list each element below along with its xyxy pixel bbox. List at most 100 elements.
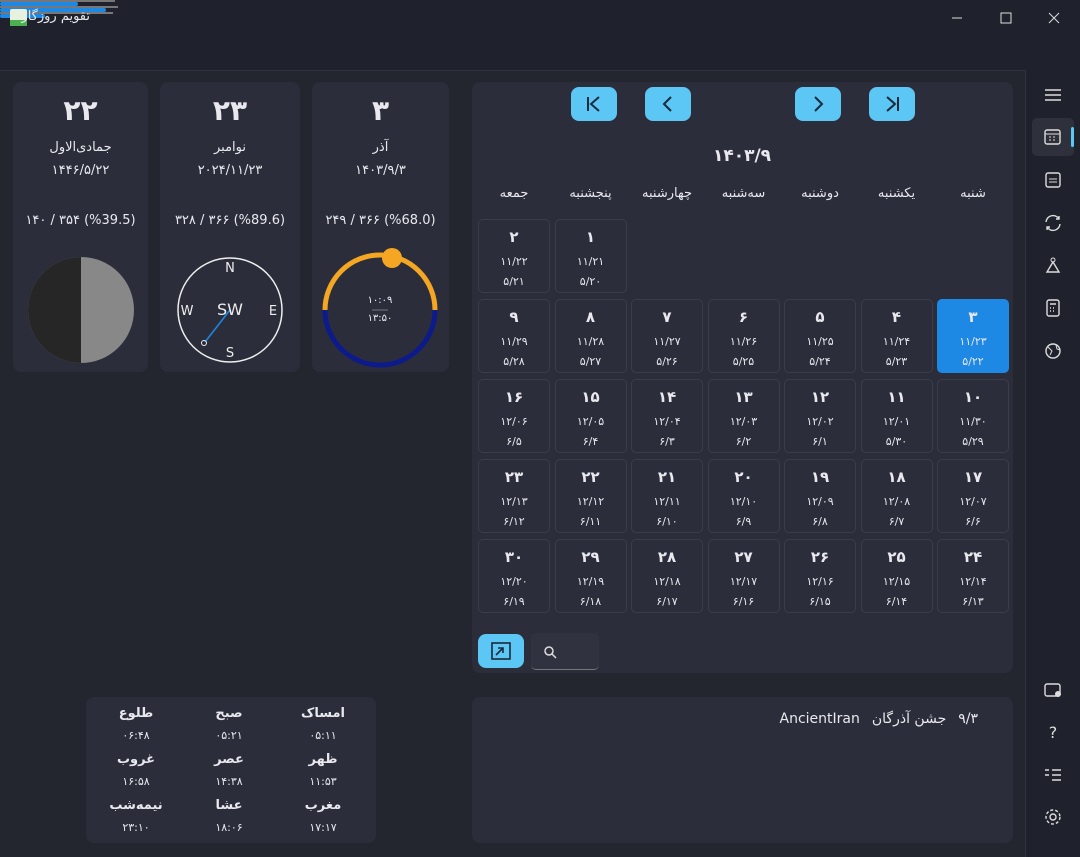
qibla-icon[interactable]: [1043, 256, 1063, 274]
day-cell[interactable]: ۲ ۱۱/۲۲ ۵/۲۱: [478, 219, 550, 293]
events-panel: [472, 697, 1013, 843]
search-box[interactable]: [531, 633, 599, 670]
compass-label: W: [181, 304, 194, 319]
weekday-label: جمعه: [499, 186, 529, 201]
day-number: ۲۵: [887, 548, 906, 566]
day-number: ۲۶: [810, 548, 830, 566]
first-month-button[interactable]: [571, 87, 617, 121]
gregorian-date: ۱۱/۲۶: [729, 335, 758, 348]
gregorian-date: ۱۲/۱۷: [729, 575, 758, 588]
day-cell[interactable]: ۱۷ ۱۲/۰۷ ۶/۶: [937, 459, 1009, 533]
notes-icon[interactable]: [1043, 171, 1063, 189]
day-cell[interactable]: ۲۸ ۱۲/۱۸ ۶/۱۷: [631, 539, 703, 613]
today-button[interactable]: [478, 634, 524, 668]
day-number: ۲۹: [581, 548, 600, 566]
day-cell[interactable]: ۱۳ ۱۲/۰۳ ۶/۲: [707, 379, 780, 453]
day-cell[interactable]: ۱۰ ۱۱/۳۰ ۵/۲۹: [937, 379, 1009, 453]
settings-icon[interactable]: [1043, 808, 1063, 826]
day-cell[interactable]: ۲۶ ۱۲/۱۶ ۶/۱۵: [784, 539, 856, 613]
day-cell[interactable]: ۱۲ ۱۲/۰۲ ۶/۱: [784, 379, 856, 453]
day-cell[interactable]: ۲۵ ۱۲/۱۵ ۶/۱۴: [860, 539, 933, 613]
help-icon[interactable]: ?: [1043, 723, 1063, 741]
window-controls[interactable]: [950, 10, 1070, 26]
day-number: ۲: [509, 228, 519, 246]
gregorian-date: ۱۲/۰۲: [806, 415, 834, 428]
day-number: ۱۰: [963, 388, 983, 406]
convert-icon[interactable]: [1043, 214, 1063, 232]
card-stats: ۲۴۹ / ۳۶۶ (%68.0): [325, 213, 436, 228]
day-cell[interactable]: ۲۲ ۱۲/۱۲ ۶/۱۱: [554, 459, 627, 533]
hijri-date: ۶/۷: [888, 515, 905, 528]
day-cell[interactable]: ۲۱ ۱۲/۱۱ ۶/۱۰: [631, 459, 703, 533]
hijri-date: ۶/۲: [735, 435, 752, 448]
hijri-date: ۵/۲۹: [962, 435, 984, 448]
globe-icon[interactable]: [1043, 342, 1063, 360]
hijri-date: ۶/۳: [659, 435, 675, 448]
device-icon[interactable]: [1043, 681, 1063, 699]
gregorian-date: ۱۱/۲۳: [959, 335, 987, 348]
day-number: ۳: [968, 308, 978, 326]
day-cell[interactable]: ۷ ۱۱/۲۷ ۵/۲۶: [631, 299, 703, 373]
prayer-time: ۱۷:۱۷: [309, 821, 337, 834]
day-number: ۹: [509, 308, 519, 326]
day-cell[interactable]: ۱۴ ۱۲/۰۴ ۶/۳: [631, 379, 703, 453]
card-month: نوامبر: [213, 140, 246, 155]
card-day: ۳: [371, 94, 390, 127]
prayer-time: ۱۴:۳۸: [215, 775, 243, 788]
compass-pivot: [201, 340, 207, 346]
gregorian-date: ۱۲/۰۸: [882, 495, 911, 508]
gregorian-date: ۱۲/۰۴: [653, 415, 681, 428]
day-cell[interactable]: ۲۴ ۱۲/۱۴ ۶/۱۳: [937, 539, 1009, 613]
hijri-date: ۵/۲۴: [809, 355, 831, 368]
last-month-button[interactable]: [869, 87, 915, 121]
day-cell[interactable]: ۵ ۱۱/۲۵ ۵/۲۴: [784, 299, 856, 373]
hijri-date: ۵/۲۸: [503, 355, 525, 368]
day-cell[interactable]: ۴ ۱۱/۲۴ ۵/۲۳: [860, 299, 933, 373]
app-icon: [10, 9, 27, 26]
day-cell[interactable]: ۹ ۱۱/۲۹ ۵/۲۸: [478, 299, 550, 373]
prayer-name: عصر: [214, 752, 244, 767]
day-cell[interactable]: ۲۰ ۱۲/۱۰ ۶/۹: [707, 459, 780, 533]
day-cell[interactable]: ۶ ۱۱/۲۶ ۵/۲۵: [707, 299, 780, 373]
svg-text:?: ?: [1049, 723, 1058, 741]
sun: [382, 248, 402, 268]
card-date: ۱۴۴۶/۵/۲۲: [51, 163, 110, 178]
day-cell[interactable]: ۱۱ ۱۲/۰۱ ۵/۳۰: [860, 379, 933, 453]
clock-time: ۱۳:۵۰: [368, 313, 393, 324]
day-cell[interactable]: ۲۹ ۱۲/۱۹ ۶/۱۸: [554, 539, 627, 613]
calculator-icon[interactable]: [1043, 299, 1063, 317]
hijri-date: ۵/۳۰: [885, 435, 908, 448]
calendar-icon[interactable]: [1043, 128, 1063, 146]
day-cell[interactable]: ۲۳ ۱۲/۱۳ ۶/۱۲: [478, 459, 550, 533]
prayer-name: صبح: [215, 706, 243, 721]
date-card: [312, 82, 449, 372]
gregorian-date: ۱۲/۱۲: [576, 495, 605, 508]
gregorian-date: ۱۲/۱۱: [653, 495, 681, 508]
day-cell[interactable]: ۱ ۱۱/۲۱ ۵/۲۰: [554, 219, 627, 293]
previous-month-button[interactable]: [645, 87, 691, 121]
gregorian-date: ۱۱/۳۰: [959, 415, 987, 428]
day-cell[interactable]: ۲۷ ۱۲/۱۷ ۶/۱۶: [707, 539, 780, 613]
day-cell[interactable]: ۱۸ ۱۲/۰۸ ۶/۷: [860, 459, 933, 533]
gregorian-date: ۱۱/۲۵: [806, 335, 834, 348]
day-number: ۱۵: [581, 388, 600, 406]
hijri-date: ۶/۱۲: [503, 515, 525, 528]
hijri-date: ۶/۴: [582, 435, 599, 448]
card-stats: ۳۲۸ / ۳۶۶ (%89.6): [174, 213, 286, 228]
menu-icon[interactable]: [1043, 86, 1063, 104]
day-cell[interactable]: ۳ ۱۱/۲۳ ۵/۲۲: [937, 299, 1009, 373]
list-icon[interactable]: [1043, 765, 1063, 783]
day-number: ۸: [585, 308, 596, 326]
day-cell[interactable]: ۳۰ ۱۲/۲۰ ۶/۱۹: [478, 539, 550, 613]
day-cell[interactable]: ۱۵ ۱۲/۰۵ ۶/۴: [554, 379, 627, 453]
gregorian-date: ۱۱/۲۷: [653, 335, 681, 348]
day-cell[interactable]: ۱۹ ۱۲/۰۹ ۶/۸: [784, 459, 856, 533]
hijri-date: ۶/۱: [812, 435, 828, 448]
card-date: ۱۴۰۳/۹/۳: [355, 163, 406, 178]
day-cell[interactable]: ۸ ۱۱/۲۸ ۵/۲۷: [554, 299, 627, 373]
event-date: ۹/۳: [958, 711, 978, 727]
next-month-button[interactable]: [795, 87, 841, 121]
hijri-date: ۶/۸: [812, 515, 828, 528]
day-cell[interactable]: ۱۶ ۱۲/۰۶ ۶/۵: [478, 379, 550, 453]
